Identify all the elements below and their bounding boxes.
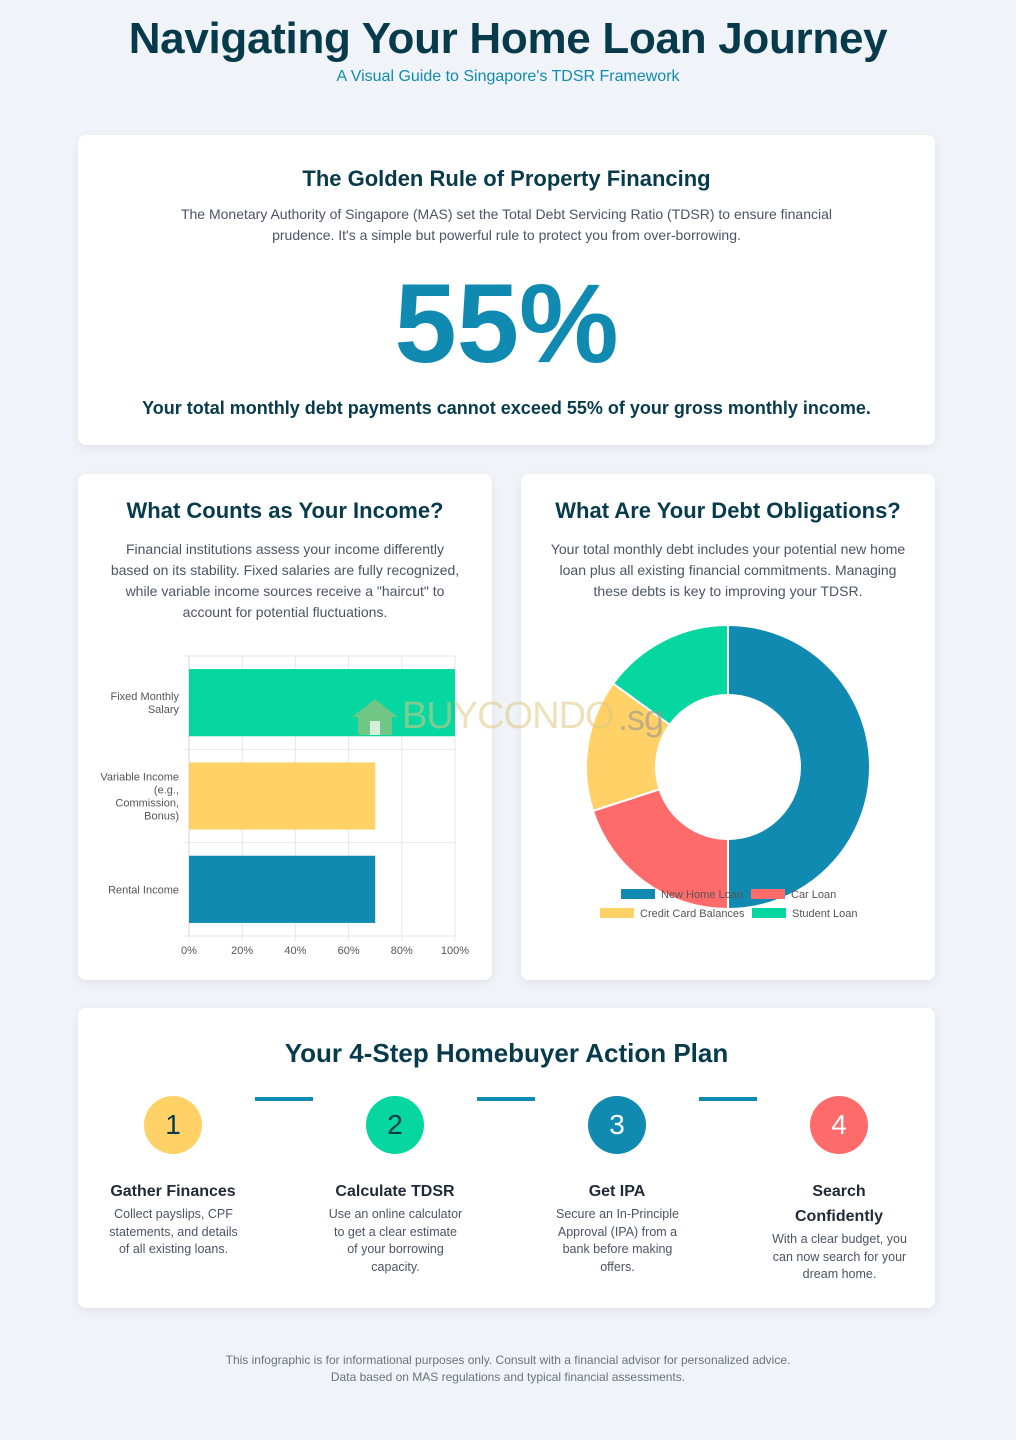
step-1: 1 Gather Finances Collect payslips, CPF …	[98, 1096, 248, 1259]
step-description: With a clear budget, you can now search …	[772, 1232, 907, 1281]
page-subtitle: A Visual Guide to Singapore's TDSR Frame…	[336, 68, 680, 85]
step-title: Search Confidently	[795, 1183, 883, 1225]
legend-swatch	[752, 908, 786, 918]
category-label: (e.g.,	[154, 785, 179, 797]
step-connector	[699, 1097, 757, 1101]
step-number-badge: 1	[144, 1096, 202, 1154]
house-icon	[352, 699, 398, 735]
step-2: 2 Calculate TDSR Use an online calculato…	[320, 1096, 470, 1276]
action-plan-card: Your 4-Step Homebuyer Action Plan 1 Gath…	[78, 1008, 935, 1308]
step-description: Secure an In-Principle Approval (IPA) fr…	[556, 1207, 679, 1274]
income-title: What Counts as Your Income?	[126, 498, 444, 523]
golden-rule-description: The Monetary Authority of Singapore (MAS…	[180, 206, 833, 243]
debt-donut-chart: New Home Loan Car Loan Credit Card Balance…	[585, 623, 871, 920]
donut-slice	[591, 787, 729, 911]
bar	[189, 669, 455, 737]
legend-swatch	[600, 908, 634, 918]
income-card: What Counts as Your Income? Financial in…	[78, 474, 492, 980]
step-3: 3 Get IPA Secure an In-Principle Approva…	[542, 1096, 692, 1276]
bar	[189, 762, 376, 830]
step-number-badge: 2	[366, 1096, 424, 1154]
step-number-badge: 4	[810, 1096, 868, 1154]
step-connector	[477, 1097, 535, 1101]
tdsr-percentage: 55%	[394, 261, 619, 386]
x-tick-label: 100%	[441, 945, 469, 957]
step-4: 4 Search Confidently With a clear budget…	[764, 1096, 914, 1284]
golden-rule-statement: Your total monthly debt payments cannot …	[142, 398, 871, 418]
step-number-badge: 3	[588, 1096, 646, 1154]
step-title: Get IPA	[588, 1183, 646, 1200]
income-description: Financial institutions assess your incom…	[110, 541, 460, 620]
watermark-brand: BUYCONDO	[402, 695, 615, 737]
donut-slice	[611, 623, 729, 727]
donut-slice	[727, 623, 871, 911]
legend-swatch	[751, 889, 785, 899]
watermark: BUYCONDO .sg	[350, 695, 680, 745]
step-title: Gather Finances	[110, 1183, 236, 1200]
category-label: Fixed Monthly	[111, 691, 180, 703]
legend-label: Student Loan	[792, 908, 857, 920]
bar	[189, 855, 376, 923]
legend-label: Credit Card Balances	[640, 908, 745, 920]
debt-description: Your total monthly debt includes your po…	[550, 541, 906, 599]
category-label: Salary	[148, 704, 180, 716]
x-tick-label: 40%	[284, 945, 306, 957]
x-tick-label: 60%	[338, 945, 360, 957]
legend-label: Car Loan	[791, 889, 836, 901]
step-description: Use an online calculator to get a clear …	[328, 1207, 463, 1274]
debt-card: What Are Your Debt Obligations? Your tot…	[521, 474, 935, 980]
category-label: Variable Income	[100, 772, 179, 784]
page-header: Navigating Your Home Loan Journey A Visu…	[0, 0, 1016, 86]
page-title: Navigating Your Home Loan Journey	[128, 14, 888, 63]
legend-label: New Home Loan	[661, 889, 743, 901]
x-tick-label: 80%	[391, 945, 413, 957]
golden-rule-card: The Golden Rule of Property Financing Th…	[78, 135, 935, 445]
watermark-domain: .sg	[618, 697, 664, 738]
category-label: Bonus)	[144, 811, 179, 823]
x-tick-label: 20%	[231, 945, 253, 957]
step-description: Collect payslips, CPF statements, and de…	[109, 1207, 238, 1256]
step-title: Calculate TDSR	[335, 1183, 455, 1200]
footer-disclaimer: This infographic is for informational pu…	[225, 1353, 791, 1367]
category-label: Commission,	[115, 798, 179, 810]
x-tick-label: 0%	[181, 945, 197, 957]
footer-source: Data based on MAS regulations and typica…	[330, 1370, 686, 1384]
action-plan-title: Your 4-Step Homebuyer Action Plan	[284, 1038, 729, 1068]
debt-title: What Are Your Debt Obligations?	[555, 498, 901, 523]
category-label: Rental Income	[108, 884, 179, 896]
step-connector	[255, 1097, 313, 1101]
legend-swatch	[621, 889, 655, 899]
golden-rule-title: The Golden Rule of Property Financing	[302, 166, 711, 191]
